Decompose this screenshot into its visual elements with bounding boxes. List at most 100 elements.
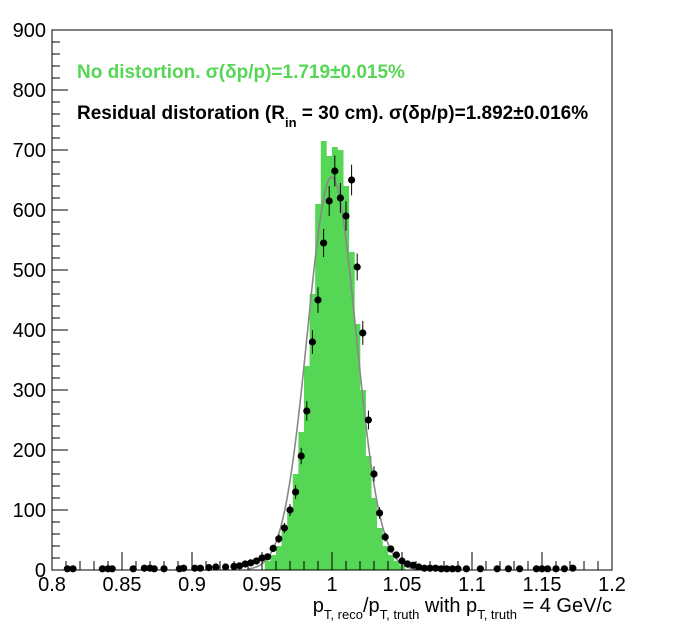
- data-point: [325, 186, 333, 216]
- histogram-bar: [343, 186, 350, 570]
- y-tick-label: 600: [13, 200, 46, 222]
- point-marker: [448, 565, 456, 573]
- data-point: [476, 565, 484, 573]
- data-point: [392, 551, 400, 559]
- data-point: [196, 564, 204, 572]
- histogram-bar: [393, 561, 400, 570]
- data-point: [331, 155, 339, 187]
- point-marker: [241, 560, 249, 568]
- point-marker: [331, 167, 339, 175]
- point-marker: [348, 176, 356, 184]
- data-point: [264, 553, 272, 561]
- fit-curve-layer: [247, 176, 417, 570]
- data-point: [236, 562, 244, 570]
- point-marker: [359, 329, 367, 337]
- point-marker: [504, 565, 512, 573]
- data-point: [448, 565, 456, 573]
- point-marker: [462, 565, 470, 573]
- point-marker: [493, 565, 501, 573]
- y-tick-label: 400: [13, 320, 46, 342]
- point-marker: [376, 509, 384, 517]
- data-point: [69, 565, 77, 573]
- point-marker: [314, 296, 322, 304]
- histogram-bar: [371, 498, 378, 570]
- data-point: [129, 565, 137, 573]
- data-point: [532, 565, 541, 573]
- x-tick-label: 0.8: [38, 574, 66, 596]
- point-marker: [364, 416, 372, 424]
- data-point: [516, 565, 524, 573]
- data-point: [205, 564, 213, 572]
- point-marker: [516, 565, 524, 573]
- data-point: [286, 504, 294, 516]
- x-axis-title: pT, reco/pT, truth with pT, truth = 4 Ge…: [313, 595, 612, 622]
- point-marker: [532, 565, 541, 573]
- data-point: [320, 228, 328, 258]
- data-point: [493, 565, 501, 573]
- data-point: [376, 507, 384, 519]
- data-point: [269, 544, 277, 553]
- y-tick-label: 800: [13, 80, 46, 102]
- data-point: [544, 565, 552, 573]
- x-tick-label: 0.95: [243, 574, 282, 596]
- data-point: [342, 201, 350, 231]
- data-point: [387, 545, 395, 553]
- x-tick-label: 1.15: [523, 574, 562, 596]
- histogram-bar: [354, 324, 361, 570]
- point-marker: [236, 562, 244, 570]
- histogram-bar: [337, 150, 344, 570]
- histogram-bar: [292, 474, 299, 570]
- histogram-bar: [326, 156, 333, 570]
- point-marker: [297, 452, 305, 460]
- legend-entry-residual-distortion: Residual distoration (Rin = 30 cm). σ(δp…: [77, 103, 588, 130]
- histogram-bar: [264, 561, 271, 570]
- data-point: [409, 561, 417, 569]
- data-point: [560, 565, 569, 573]
- point-marker: [409, 561, 417, 569]
- data-point: [292, 485, 300, 499]
- data-point: [415, 563, 423, 571]
- data-point: [462, 565, 470, 573]
- histogram-bar: [365, 456, 372, 570]
- data-point: [364, 410, 372, 430]
- residual-distortion-points: [63, 155, 577, 573]
- x-tick-label: 0.9: [178, 574, 206, 596]
- y-tick-label: 500: [13, 260, 46, 282]
- y-tick-label: 0: [35, 560, 46, 582]
- data-point: [241, 560, 249, 568]
- point-marker: [269, 544, 277, 553]
- data-point: [212, 563, 220, 571]
- y-tick-label: 900: [13, 20, 46, 42]
- point-marker: [437, 565, 445, 573]
- point-marker: [196, 564, 204, 572]
- histogram-bar: [309, 294, 316, 570]
- y-axis: 0 100 200 300 400 500 600 700 800 900: [13, 20, 68, 582]
- point-marker: [392, 551, 400, 559]
- point-marker: [353, 263, 361, 271]
- point-marker: [308, 338, 316, 346]
- point-marker: [247, 559, 255, 567]
- data-point: [150, 565, 158, 573]
- legend: No distortion. σ(δp/p)=1.719±0.015% Resi…: [77, 62, 588, 130]
- x-axis: 0.8 0.85 0.9 0.95 1 1.05 1.1 1.15 1.2: [38, 552, 626, 596]
- data-point: [247, 559, 255, 567]
- point-marker: [98, 565, 106, 573]
- histogram-bar: [270, 555, 277, 570]
- x-tick-label: 1.05: [383, 574, 422, 596]
- point-marker: [443, 565, 451, 573]
- histogram-bar: [320, 141, 327, 570]
- legend-entry-no-distortion: No distortion. σ(δp/p)=1.719±0.015%: [77, 62, 405, 83]
- data-point: [222, 563, 230, 571]
- fit-curve: [247, 176, 417, 570]
- point-marker: [69, 565, 77, 573]
- data-point: [370, 466, 378, 482]
- point-marker: [342, 212, 350, 220]
- point-marker: [387, 545, 395, 553]
- data-point: [108, 565, 116, 573]
- data-point: [303, 401, 311, 421]
- histogram-bar: [287, 513, 294, 570]
- x-tick-label: 1.2: [598, 574, 626, 596]
- point-marker: [205, 564, 213, 572]
- y-tick-label: 700: [13, 140, 46, 162]
- data-point: [504, 565, 512, 573]
